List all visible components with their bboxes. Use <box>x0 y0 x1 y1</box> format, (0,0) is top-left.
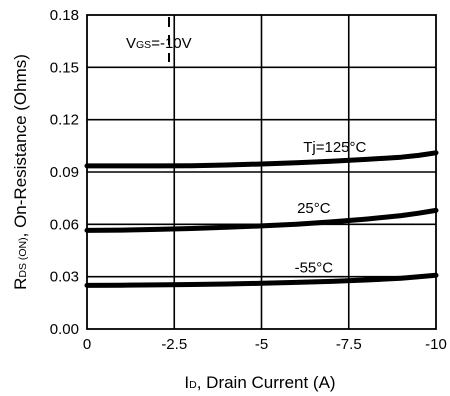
y-axis-label: RDS (ON), On-Resistance (Ohms) <box>11 54 30 290</box>
x-axis-label-rest: , Drain Current (A) <box>197 373 336 392</box>
grid <box>87 15 436 329</box>
x-tick-label: -5 <box>255 336 268 353</box>
x-tick-label: -10 <box>425 336 447 353</box>
x-tick-labels: 0 -2.5 -5 -7.5 -10 <box>83 336 447 353</box>
series-line <box>84 207 439 233</box>
y-tick-label: 0.12 <box>50 112 79 129</box>
y-tick-labels: 0.00 0.03 0.06 0.09 0.12 0.15 0.18 <box>50 7 79 338</box>
annotation-main: V <box>126 35 136 52</box>
series-lines: Tj=125°C 25°C -55°C <box>84 139 439 288</box>
x-axis-label-main: I <box>184 373 189 392</box>
plot-area-frame <box>86 14 437 330</box>
x-tick-label: -7.5 <box>336 336 362 353</box>
y-axis-label-rest: , On-Resistance (Ohms) <box>11 54 30 237</box>
y-tick-label: 0.06 <box>50 216 79 233</box>
y-tick-label: 0.18 <box>50 7 79 24</box>
y-tick-label: 0.15 <box>50 59 79 76</box>
series-label: 25°C <box>297 200 331 217</box>
x-tick-label: -2.5 <box>161 336 187 353</box>
x-axis-label: ID, Drain Current (A) <box>184 373 335 392</box>
gate-voltage-annotation: VGS=-10V <box>126 35 192 52</box>
series-label: -55°C <box>295 259 334 276</box>
series-line <box>84 272 439 288</box>
series-line <box>84 150 439 169</box>
y-tick-label: 0.03 <box>50 269 79 286</box>
y-tick-label: 0.09 <box>50 164 79 181</box>
y-axis-label-main: R <box>11 278 30 290</box>
series-label: Tj=125°C <box>303 139 366 156</box>
y-tick-label: 0.00 <box>50 321 79 338</box>
x-tick-label: 0 <box>83 336 91 353</box>
y-axis-label-subscript: DS (ON) <box>17 237 29 277</box>
annotation-subscript: GS <box>136 39 151 51</box>
x-axis-label-subscript: D <box>189 379 197 391</box>
annotation-rest: =-10V <box>151 35 191 52</box>
